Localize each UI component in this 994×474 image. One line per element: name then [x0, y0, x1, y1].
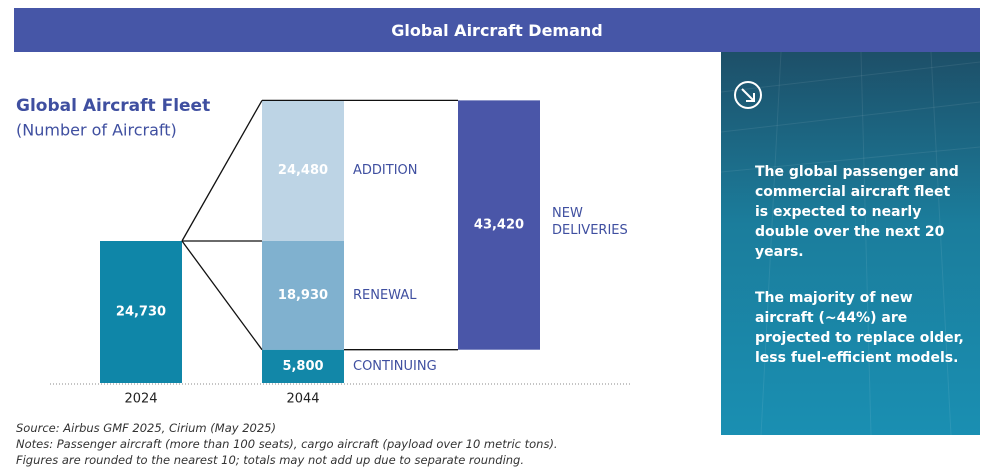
- footnote: Source: Airbus GMF 2025, Cirium (May 202…: [16, 421, 276, 435]
- bar-segment: [262, 241, 344, 350]
- chart-subtitle: (Number of Aircraft): [16, 121, 177, 140]
- footnote: Notes: Passenger aircraft (more than 100…: [16, 437, 558, 451]
- legend-box: NEW DELIVERIES: [552, 206, 628, 239]
- header: Global Aircraft Demand: [14, 8, 980, 52]
- bar-segment: [262, 349, 344, 383]
- connector: [181, 100, 263, 242]
- connector: [181, 240, 263, 351]
- segment-label: RENEWAL: [353, 288, 417, 303]
- sidebar: The global passenger and commercial airc…: [721, 52, 980, 435]
- sidebar-text: The majority of new aircraft (~44%) are …: [755, 290, 964, 366]
- value-label: 24,480: [278, 163, 328, 178]
- value-label: 43,420: [474, 218, 524, 233]
- chart: Global Aircraft Fleet (Number of Aircraf…: [16, 96, 630, 407]
- footnote: Figures are rounded to the nearest 10; t…: [16, 453, 525, 467]
- bar-segment: [262, 100, 344, 241]
- bar: [458, 100, 540, 350]
- x-tick-label: 2024: [124, 392, 157, 407]
- segment-label: NEW DELIVERIES: [552, 206, 628, 239]
- value-label: 5,800: [282, 359, 323, 374]
- x-tick-label: 2044: [286, 392, 319, 407]
- value-label: 18,930: [278, 288, 328, 303]
- chart-title: Global Aircraft Fleet: [16, 96, 210, 116]
- segment-label: ADDITION: [353, 163, 417, 178]
- segment-label: CONTINUING: [353, 359, 437, 374]
- sidebar-art: [721, 52, 980, 435]
- sidebar-text: The global passenger and commercial airc…: [755, 164, 959, 260]
- value-label: 24,730: [116, 305, 166, 320]
- bar: [100, 241, 182, 383]
